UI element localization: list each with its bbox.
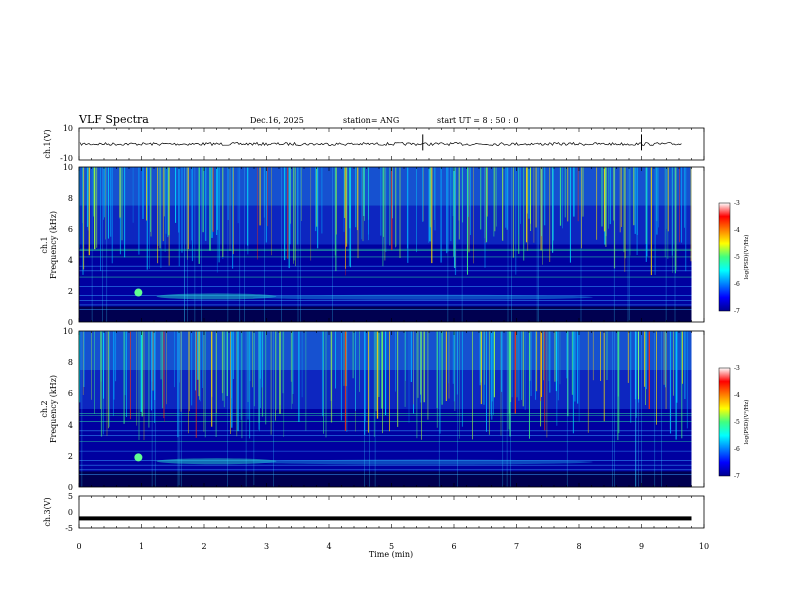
ch1-spec-ytick-2: 2 [68,287,73,296]
ch2-spec-ytick-8: 8 [68,358,73,367]
xtick-9: 9 [639,542,644,551]
ch1-cb-tick-6: -6 [734,281,740,288]
spec-high-band [79,167,692,206]
station-label: station= ANG [343,116,399,125]
ch3-waveform-panel: 5 0 -5 ch.3(V) [43,492,705,533]
spec-low-band [79,471,692,487]
ch1-spec-ytick-4: 4 [68,256,73,265]
ch2-spec-ytick-10: 10 [63,327,73,336]
ch1-colorbar-scale [718,202,731,312]
spec-no-data [691,167,704,322]
spec-hiss-band [156,293,277,300]
ch2-spec-ylabel-channel: ch.2 [40,400,49,417]
ch2-cb-tick-3: -3 [734,365,740,372]
ch1-trace [79,141,682,147]
ch1-spec-ytick-6: 6 [68,225,73,234]
ch1-ylabel: ch.1(V) [43,129,52,158]
start-time-label: start UT = 8 : 50 : 0 [437,116,518,125]
spec-low-band [79,306,692,322]
ch1-colorbar: -3 -4 -5 -6 -7 log(PSD)(V²/Hz) [718,200,750,315]
ch1-spec-ytick-8: 8 [68,194,73,203]
xtick-5: 5 [389,542,394,551]
ch2-cb-tick-4: -4 [734,392,740,399]
ch1-spec-ytick-10: 10 [63,163,73,172]
ch2-spec-ylabel-frequency: Frequency (kHz) [49,375,58,443]
ch1-spec-yticks: 0 2 4 6 8 10 [63,163,73,327]
ch2-spec-ytick-0: 0 [68,483,73,492]
xtick-7: 7 [514,542,519,551]
ch2-spec-yticks: 0 2 4 6 8 10 [63,327,73,492]
ch1-ytick-bottom: -10 [60,154,73,163]
ch2-colorbar-label: log(PSD)(V²/Hz) [743,400,750,445]
ch3-ytick-mid: 0 [68,508,73,517]
xtick-0: 0 [76,542,81,551]
ch2-colorbar: -3 -4 -5 -6 -7 log(PSD)(V²/Hz) [718,365,750,480]
ch1-spectrogram-panel: 0 2 4 6 8 10 ch.1 Frequency (kHz) [40,163,705,327]
ch1-spec-ylabel-frequency: Frequency (kHz) [49,211,58,279]
figure-title: VLF Spectra [78,113,149,126]
ch2-spec-ytick-6: 6 [68,389,73,398]
spec-emission-spot [134,288,143,297]
time-axis-ticks [78,128,705,528]
spec-mid-band [79,205,692,245]
xtick-4: 4 [326,542,331,551]
ch1-spikes [422,134,642,151]
xtick-8: 8 [576,542,581,551]
time-axis-label: Time (min) [369,550,413,559]
ch1-ytick-top: 10 [63,124,73,133]
ch1-colorbar-label: log(PSD)(V²/Hz) [743,235,750,280]
ch3-ytick-bottom: -5 [65,524,73,533]
ch1-spec-ylabel-channel: ch.1 [40,236,49,253]
ch1-spec-ytick-0: 0 [68,318,73,327]
ch2-cb-tick-5: -5 [734,419,740,426]
ch1-cb-tick-4: -4 [734,227,740,234]
spec-no-data [691,331,704,487]
spec-hiss-band [252,294,593,300]
ch2-cb-tick-6: -6 [734,446,740,453]
time-axis-labels: 0 1 2 3 4 5 6 7 8 9 10 Time (min) [76,542,709,559]
xtick-6: 6 [451,542,456,551]
ch2-cb-tick-7: -7 [734,473,740,480]
ch2-colorbar-scale [718,367,731,477]
date-label: Dec.16, 2025 [250,116,304,125]
ch1-cb-tick-5: -5 [734,254,740,261]
ch2-spec-ytick-2: 2 [68,452,73,461]
ch1-waveform-panel: 10 -10 ch.1(V) [43,124,705,163]
ch3-frame [78,495,705,529]
spec-hiss-band [252,459,593,465]
xtick-1: 1 [139,542,144,551]
ch1-cb-tick-7: -7 [734,308,740,315]
ch1-cb-tick-3: -3 [734,200,740,207]
xtick-2: 2 [201,542,206,551]
xtick-10: 10 [699,542,709,551]
ch3-ylabel: ch.3(V) [43,497,52,526]
spec-hiss-band [156,458,277,465]
spec-emission-spot [134,453,143,462]
ch1-spectrogram-image [78,167,704,322]
ch3-ytick-top: 5 [68,492,73,501]
ch3-trace [79,516,692,521]
ch2-spectrogram-image [78,331,704,487]
ch2-spectrogram-panel: 0 2 4 6 8 10 ch.2 Frequency (kHz) [40,327,705,492]
xtick-3: 3 [264,542,269,551]
ch2-spec-ytick-4: 4 [68,421,73,430]
